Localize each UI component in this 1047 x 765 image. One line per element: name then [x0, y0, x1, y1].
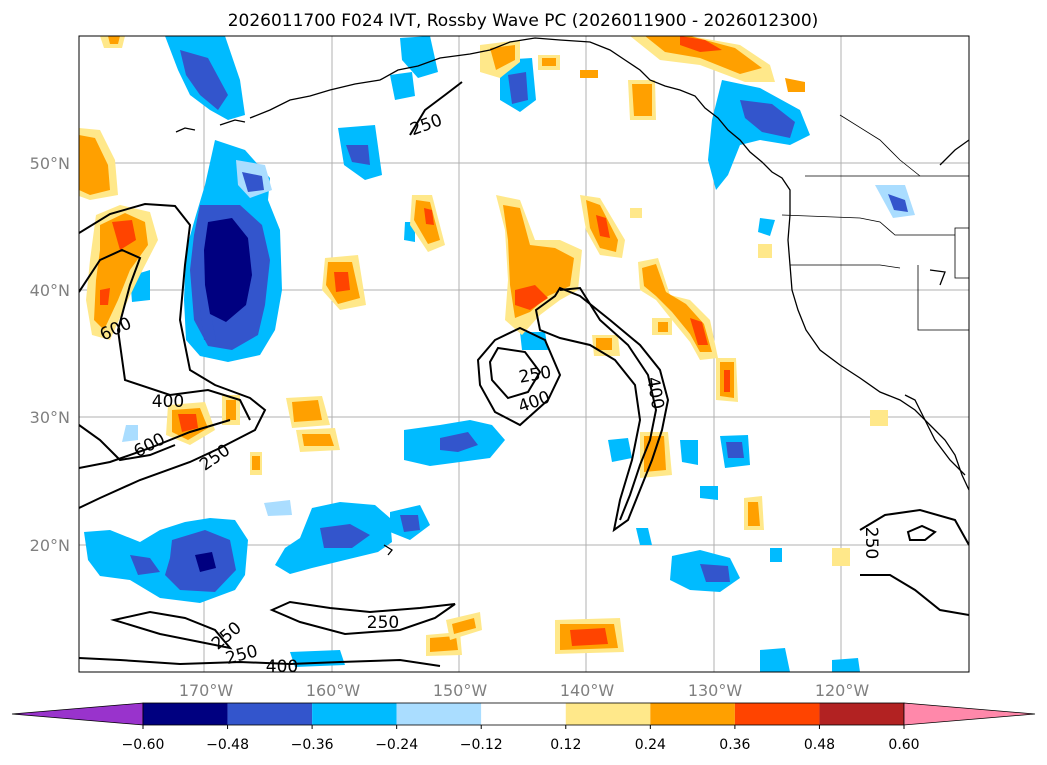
contour-label: 400 — [516, 387, 553, 417]
lon-label: 170°W — [179, 681, 234, 700]
colorbar-tick-label: −0.12 — [460, 737, 503, 753]
colorbar-bin — [227, 703, 313, 725]
colorbar-bin — [565, 703, 651, 725]
colorbar-bins — [142, 702, 905, 726]
colorbar-under-arrow — [11, 702, 144, 726]
colorbar-bin — [312, 703, 397, 725]
contour-label: 250 — [367, 613, 399, 633]
lon-label: 160°W — [306, 681, 361, 700]
map-frame — [78, 35, 970, 673]
latitude-labels: 50°N 40°N 30°N 20°N — [30, 154, 70, 555]
colorbar-tick-label: 0.60 — [888, 737, 919, 753]
colorbar-bin — [734, 703, 820, 725]
longitude-labels: 170°W 160°W 150°W 140°W 130°W 120°W — [179, 681, 870, 700]
lat-label: 30°N — [30, 408, 70, 427]
political-borders — [781, 114, 969, 331]
colorbar-bin — [481, 703, 566, 725]
colorbar-bin — [396, 703, 482, 725]
contour-label: 400 — [152, 392, 184, 412]
contour-label: 250 — [517, 362, 552, 387]
colorbar-bin — [143, 703, 228, 725]
contour-label: 400 — [642, 375, 667, 410]
lon-label: 120°W — [815, 681, 870, 700]
colorbar-ticks: −0.60 −0.48 −0.36 −0.24 −0.12 0.12 0.24 0.36 0.4… — [122, 725, 920, 753]
ivt-contours — [79, 81, 969, 667]
colorbar-tick-label: 0.48 — [804, 737, 835, 753]
colorbar-tick-label: −0.24 — [375, 737, 418, 753]
contour-label: 400 — [266, 657, 298, 677]
map-area: 250 600 400 600 250 250 400 400 250 250 … — [79, 36, 969, 677]
figure-title: 2026011700 F024 IVT, Rossby Wave PC (202… — [228, 11, 819, 31]
colorbar-tick-label: 0.12 — [550, 737, 581, 753]
colorbar-tick-label: 0.36 — [719, 737, 750, 753]
lon-label: 150°W — [433, 681, 488, 700]
contour-label: 250 — [861, 527, 881, 559]
colorbar: −0.60 −0.48 −0.36 −0.24 −0.12 0.12 0.24 0.36 0.4… — [11, 702, 1036, 753]
lat-label: 20°N — [30, 536, 70, 555]
contour-label: 250 — [408, 110, 445, 140]
colorbar-over-arrow — [903, 702, 1036, 726]
lon-label: 130°W — [688, 681, 743, 700]
colorbar-tick-label: −0.36 — [291, 737, 334, 753]
contour-label: 250 — [196, 440, 234, 475]
colorbar-bin — [650, 703, 735, 725]
colorbar-tick-label: 0.24 — [635, 737, 666, 753]
colorbar-bin — [819, 703, 904, 725]
coastlines — [175, 37, 969, 556]
lat-label: 40°N — [30, 281, 70, 300]
positive-anomaly-fills — [79, 36, 888, 656]
colorbar-tick-label: −0.60 — [122, 737, 165, 753]
lat-label: 50°N — [30, 154, 70, 173]
colorbar-tick-label: −0.48 — [206, 737, 249, 753]
lon-label: 140°W — [560, 681, 615, 700]
negative-anomaly-fills — [84, 36, 915, 672]
